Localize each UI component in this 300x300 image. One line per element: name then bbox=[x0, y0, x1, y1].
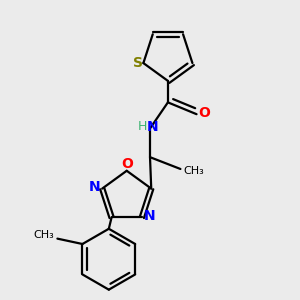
Text: S: S bbox=[133, 56, 143, 70]
Text: N: N bbox=[147, 120, 159, 134]
Text: N: N bbox=[88, 180, 100, 194]
Text: CH₃: CH₃ bbox=[33, 230, 54, 240]
Text: O: O bbox=[198, 106, 210, 121]
Text: H: H bbox=[137, 120, 147, 133]
Text: O: O bbox=[121, 157, 133, 171]
Text: N: N bbox=[144, 208, 156, 223]
Text: CH₃: CH₃ bbox=[184, 166, 204, 176]
